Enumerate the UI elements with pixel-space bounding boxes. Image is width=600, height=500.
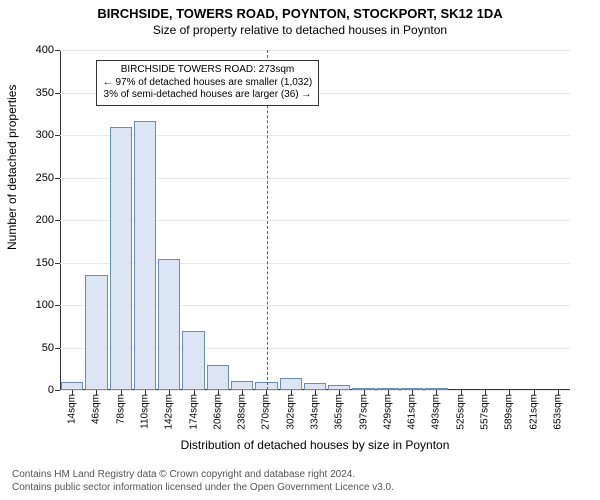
y-tick-mark	[55, 263, 60, 264]
y-tick-label: 150	[36, 257, 54, 269]
y-tick-label: 250	[36, 172, 54, 184]
x-tick-label: 270sqm	[261, 394, 272, 430]
y-tick-label: 400	[36, 44, 54, 56]
histogram-bar	[158, 259, 180, 390]
annotation-line-3: 3% of semi-detached houses are larger (3…	[103, 89, 313, 102]
x-tick-label: 653sqm	[552, 394, 563, 430]
y-tick-mark	[55, 93, 60, 94]
plot-area: 05010015020025030035040014sqm46sqm78sqm1…	[60, 50, 570, 390]
histogram-bar	[182, 331, 204, 391]
histogram-bar	[85, 275, 107, 390]
x-tick-label: 302sqm	[285, 394, 296, 430]
y-tick-label: 0	[48, 384, 54, 396]
x-tick-label: 206sqm	[212, 394, 223, 430]
y-tick-label: 100	[36, 299, 54, 311]
histogram-bar	[207, 365, 229, 391]
x-tick-label: 589sqm	[504, 394, 515, 430]
footer-line-2: Contains public sector information licen…	[12, 481, 394, 494]
histogram-bar	[231, 381, 253, 390]
x-tick-label: 14sqm	[67, 394, 78, 424]
x-tick-label: 461sqm	[407, 394, 418, 430]
x-axis-title: Distribution of detached houses by size …	[60, 438, 570, 452]
y-tick-label: 300	[36, 129, 54, 141]
annotation-line-2: ← 97% of detached houses are smaller (1,…	[103, 77, 313, 90]
y-axis-title: Number of detached properties	[5, 85, 19, 250]
y-tick-mark	[55, 135, 60, 136]
y-tick-label: 50	[42, 342, 54, 354]
annotation-box: BIRCHSIDE TOWERS ROAD: 273sqm ← 97% of d…	[96, 60, 320, 106]
x-tick-label: 493sqm	[431, 394, 442, 430]
footer-line-1: Contains HM Land Registry data © Crown c…	[12, 468, 394, 481]
x-tick-label: 238sqm	[237, 394, 248, 430]
chart-title-sub: Size of property relative to detached ho…	[0, 21, 600, 37]
y-tick-label: 200	[36, 214, 54, 226]
x-tick-label: 334sqm	[310, 394, 321, 430]
y-tick-mark	[55, 50, 60, 51]
annotation-line-1: BIRCHSIDE TOWERS ROAD: 273sqm	[103, 64, 313, 77]
y-tick-mark	[55, 220, 60, 221]
y-tick-mark	[55, 348, 60, 349]
x-tick-label: 429sqm	[382, 394, 393, 430]
y-tick-mark	[55, 305, 60, 306]
footer-attribution: Contains HM Land Registry data © Crown c…	[12, 468, 394, 494]
histogram-bar	[280, 378, 302, 390]
histogram-bar	[304, 383, 326, 390]
y-tick-label: 350	[36, 87, 54, 99]
y-tick-mark	[55, 178, 60, 179]
histogram-bar	[61, 382, 83, 391]
y-tick-mark	[55, 390, 60, 391]
x-tick-label: 621sqm	[528, 394, 539, 430]
histogram-bar	[134, 121, 156, 390]
x-tick-label: 78sqm	[115, 394, 126, 424]
x-tick-label: 365sqm	[334, 394, 345, 430]
x-tick-label: 46sqm	[91, 394, 102, 424]
x-tick-label: 174sqm	[188, 394, 199, 430]
x-tick-label: 142sqm	[164, 394, 175, 430]
gridline-h	[60, 50, 570, 51]
chart-title-main: BIRCHSIDE, TOWERS ROAD, POYNTON, STOCKPO…	[0, 0, 600, 21]
x-tick-label: 525sqm	[455, 394, 466, 430]
x-tick-label: 557sqm	[480, 394, 491, 430]
x-tick-label: 397sqm	[358, 394, 369, 430]
x-tick-label: 110sqm	[140, 394, 151, 429]
histogram-bar	[110, 127, 132, 391]
